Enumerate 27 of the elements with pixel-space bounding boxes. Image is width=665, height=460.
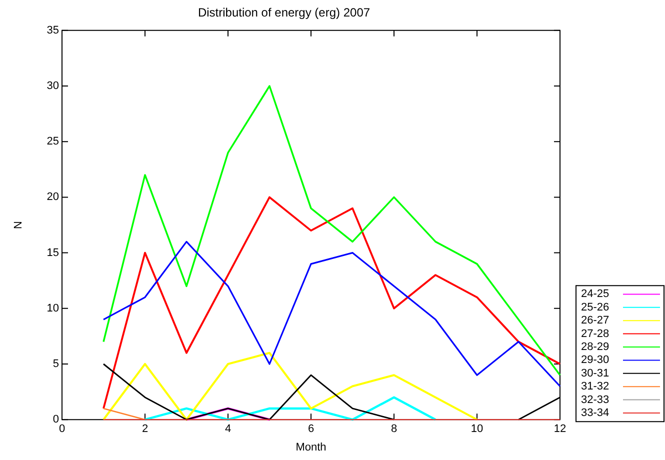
x-tick-label: 8 bbox=[390, 423, 398, 436]
y-tick-label: 0 bbox=[52, 414, 59, 426]
x-axis-title: Month bbox=[296, 441, 326, 454]
x-tick-label: 10 bbox=[470, 423, 484, 436]
legend-label: 32-33 bbox=[581, 394, 610, 406]
legend-label: 33-34 bbox=[581, 407, 610, 420]
legend-label: 31-32 bbox=[581, 380, 610, 393]
legend-label: 25-26 bbox=[581, 301, 610, 314]
y-tick-label: 5 bbox=[52, 358, 59, 370]
x-tick-label: 6 bbox=[308, 423, 314, 436]
legend-label: 26-27 bbox=[581, 314, 610, 327]
y-tick-label: 15 bbox=[46, 246, 59, 259]
x-tick-label: 12 bbox=[554, 423, 566, 436]
y-tick-label: 35 bbox=[46, 24, 59, 36]
y-tick-label: 10 bbox=[46, 302, 59, 314]
legend-label: 24-25 bbox=[581, 288, 610, 300]
y-tick-label: 20 bbox=[46, 191, 59, 204]
x-tick-label: 2 bbox=[142, 423, 148, 436]
x-tick-label: 4 bbox=[224, 423, 232, 436]
chart-title: Distribution of energy (erg) 2007 bbox=[198, 6, 370, 20]
y-axis-title: N bbox=[12, 220, 25, 229]
legend-label: 28-29 bbox=[581, 341, 610, 354]
y-tick-label: 30 bbox=[46, 80, 59, 92]
legend-label: 30-31 bbox=[581, 367, 610, 380]
legend-label: 29-30 bbox=[581, 354, 610, 366]
legend-label: 27-28 bbox=[581, 328, 610, 340]
y-tick-label: 25 bbox=[46, 136, 59, 148]
